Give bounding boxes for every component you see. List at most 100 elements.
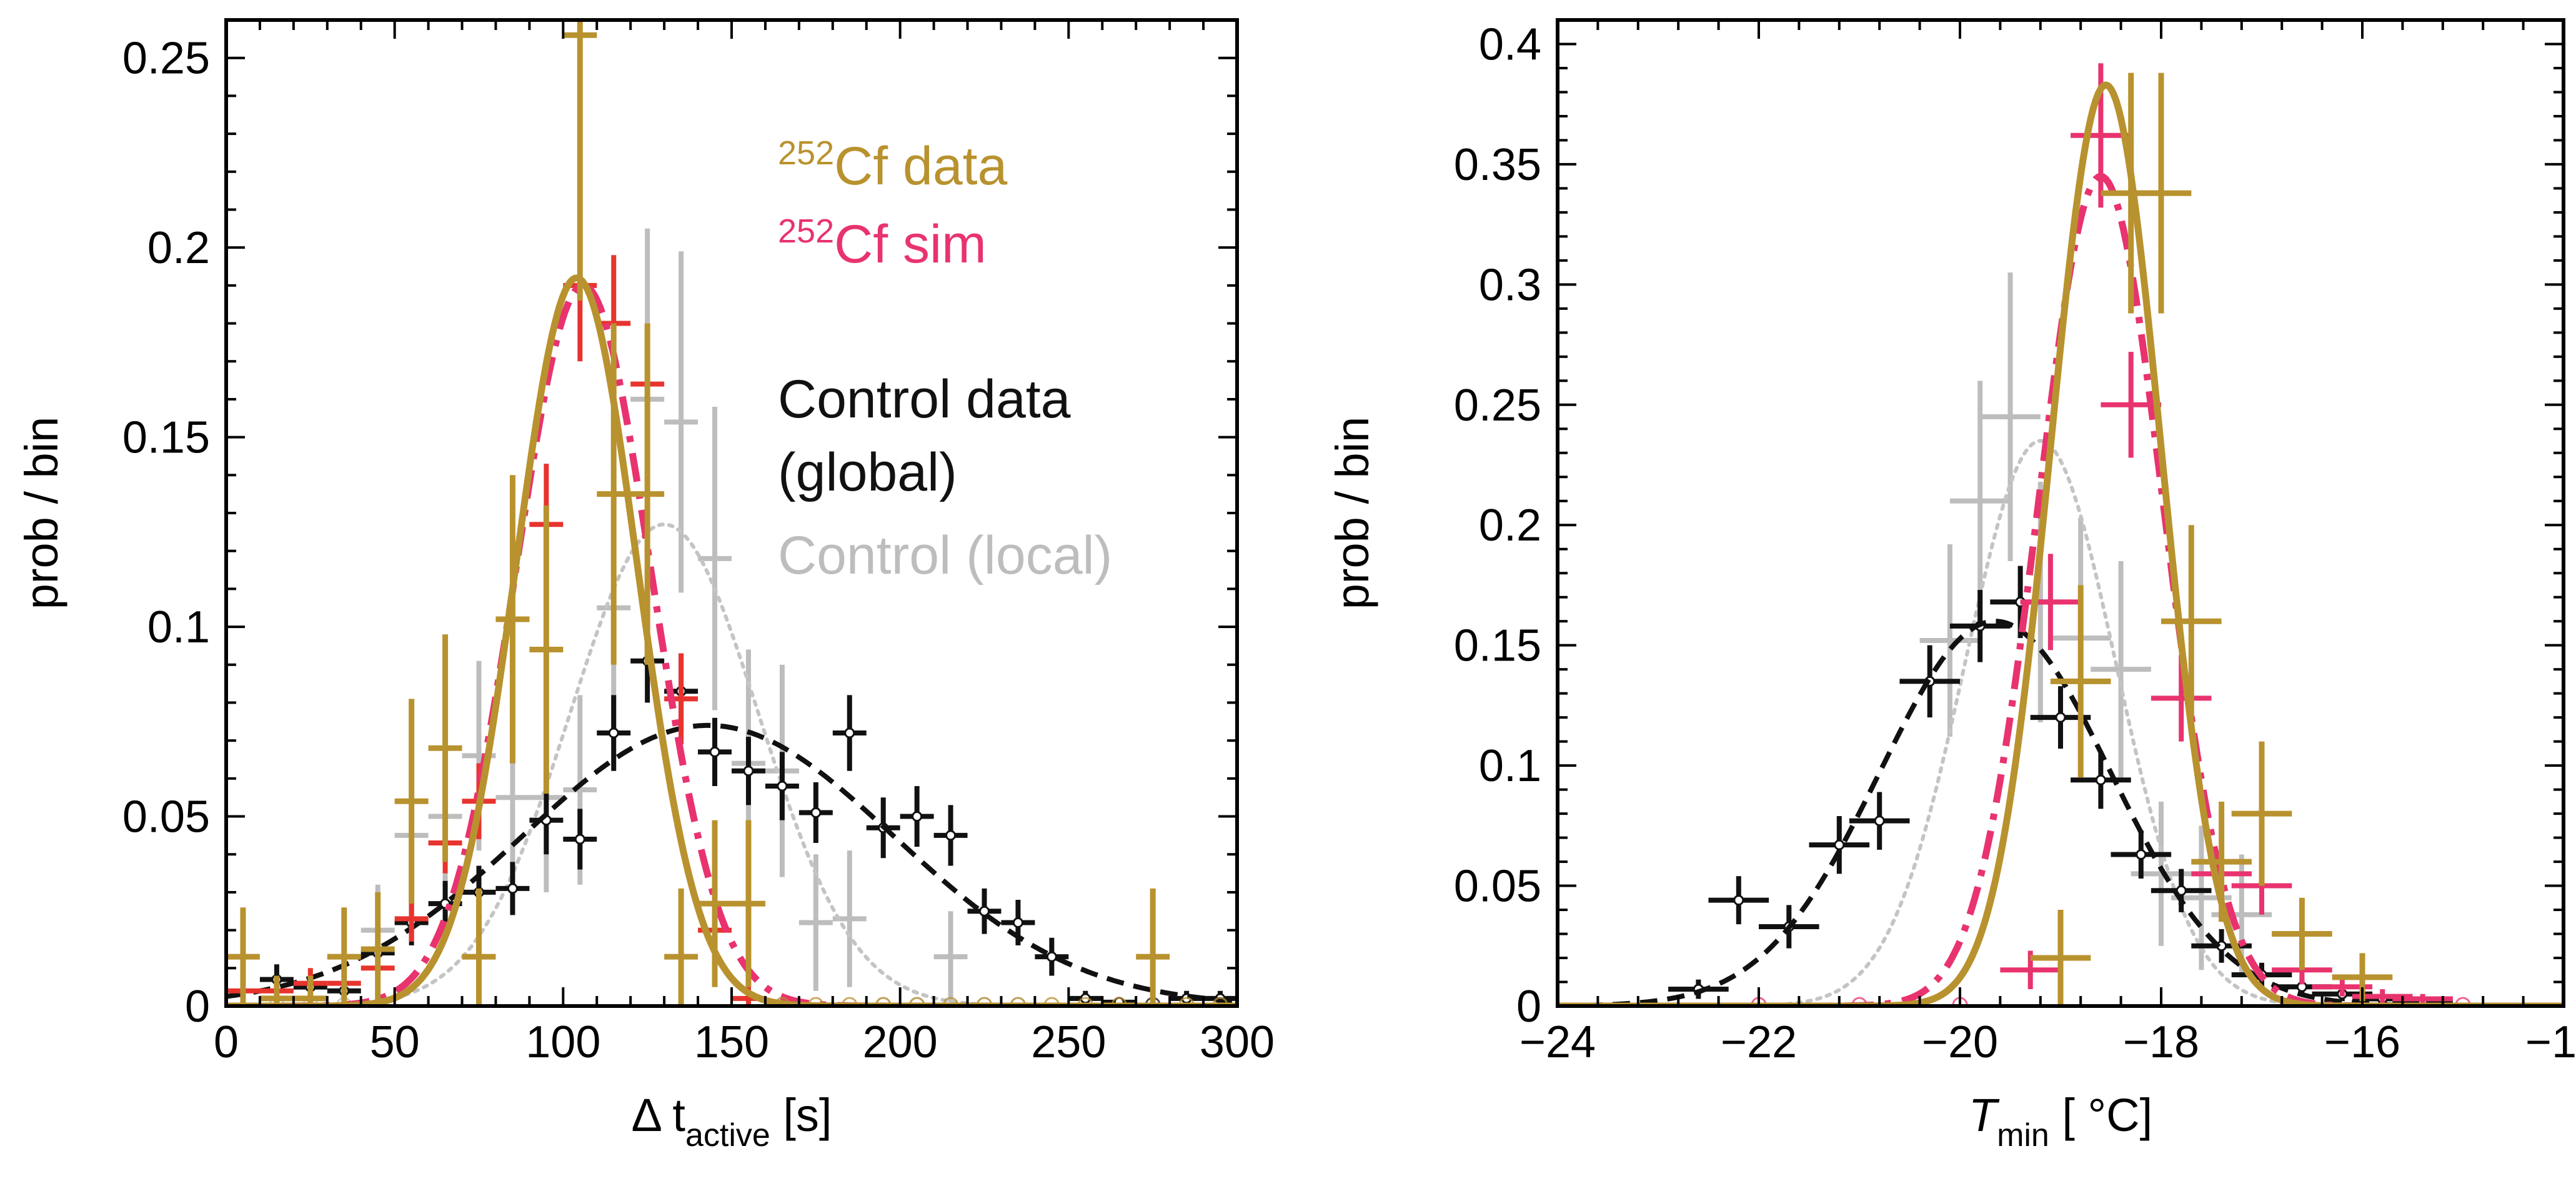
y-tick-label: 0.25 [122,34,210,84]
fit-curve-control-local-fit [1558,439,2564,1006]
data-point [361,892,395,1006]
panel-t-min: −24 −22 −20 −18 −16 −14 0 0.05 0.1 0.15 0.2 0.25 0.3… [1326,18,2576,1154]
x-tick-label: 50 [370,1017,420,1067]
data-point [900,785,934,847]
data-point [1809,815,1870,874]
plot-area [1558,63,2564,1006]
x-tick-label: −18 [2123,1017,2199,1067]
y-tick-label: 0.35 [1454,140,1541,190]
y-tick-label: 0.15 [1454,621,1541,671]
y-tick-label: 0.1 [1479,741,1541,791]
series-control-local-fit [1558,439,2564,1006]
y-tick-label: 0.1 [147,602,210,652]
legend-entry-control-local: Control (local) [778,526,1112,586]
y-tick-label: 0.3 [1479,260,1541,310]
series-control-global-fit [226,722,1237,1004]
x-axis-subscript: min [1997,1117,2049,1154]
y-axis-label: prob / bin [16,417,67,610]
data-point [2091,561,2151,778]
series-252cf-sim [1751,63,2471,1006]
x-tick-label: 200 [863,1017,938,1067]
point-marker [810,807,822,818]
panel-delta-t-active: 0 50 100 150 200 250 300 0 0.05 0.1 0.15 0.2 0.25 pro… [16,18,1275,1154]
y-tick-label: 0.2 [147,223,210,273]
data-point [798,782,833,844]
point-marker [979,905,990,917]
x-tick-label: 0 [214,1017,239,1067]
data-point [428,634,462,862]
data-point [462,888,496,1006]
data-point [259,975,294,1006]
x-tick-label: −14 [2525,1017,2576,1067]
data-point [563,809,597,870]
data-point [664,888,699,1006]
point-marker [1012,917,1023,928]
point-marker [608,727,619,739]
legend-label: Control (local) [778,526,1112,586]
x-axis-symbol: Δ t [632,1089,686,1141]
legend-label: Cf data [834,136,1007,196]
y-tick-label: 0.2 [1479,501,1541,551]
data-point [327,907,361,1006]
data-point [2030,910,2091,1006]
legend-superscript: 252 [778,134,834,172]
data-point [1849,792,1910,850]
x-tick-label: 250 [1031,1017,1106,1067]
point-marker [574,834,585,845]
tick-labels: 0 50 100 150 200 250 300 0 0.05 0.1 0.15 0.2 0.25 [122,34,1275,1067]
x-tick-label: 100 [525,1017,600,1067]
legend-entry-global: (global) [778,442,957,502]
tick-labels: −24 −22 −20 −18 −16 −14 0 0.05 0.1 0.15 0.2 0.25 0.3… [1454,19,2576,1067]
point-marker [2095,774,2106,785]
data-point [732,820,765,987]
data-point [832,695,867,771]
data-point [597,695,631,771]
x-tick-label: −20 [1922,1017,1998,1067]
legend-entry-control-data: Control data [778,369,1071,429]
series-252cf-sim-fit [1558,172,2564,1006]
legend-entry-252-cf-sim: 252Cf sim [778,212,987,274]
data-point [2272,897,2332,970]
x-tick-label: 300 [1200,1017,1275,1067]
x-tick-label: −24 [1519,1017,1596,1067]
data-point [765,752,799,820]
y-tick-label: 0 [185,982,210,1032]
y-tick-label: 0.25 [1454,381,1541,431]
x-axis-subscript: active [685,1117,770,1154]
legend-label: (global) [778,442,957,502]
x-tick-label: 150 [694,1017,769,1067]
fit-curve-252cf-data-fit [1558,81,2564,1006]
data-point [664,251,699,593]
point-marker [945,830,957,841]
legend-label: Control data [778,369,1071,429]
data-point [1708,876,1769,925]
legend-label: Cf sim [834,214,987,274]
x-axis-symbol: T [1969,1089,2000,1141]
data-point [2050,585,2111,778]
y-tick-label: 0.05 [1454,862,1541,912]
data-point [798,854,833,991]
data-point [495,475,530,764]
data-point [1949,381,2011,622]
data-point [698,820,732,987]
legend-entry-252-cf-data: 252Cf data [778,134,1008,196]
ticks [225,19,1238,1007]
data-point [933,805,968,866]
y-tick-label: 0.4 [1479,19,1541,69]
fit-curve-252cf-sim-fit [1558,172,2564,1006]
series-252cf-data-fit [1558,81,2564,1006]
data-point [1980,272,2041,561]
data-point [1035,937,1069,976]
data-point [2161,525,2222,718]
y-tick-label: 0.05 [122,792,210,842]
point-marker [844,727,855,739]
legend-superscript: 252 [778,212,834,250]
data-point [529,505,564,794]
point-marker [507,883,518,894]
x-axis-unit: [s] [770,1089,832,1141]
fit-curve-control-global-fit [226,722,1237,1004]
data-point [2111,830,2172,879]
x-axis-unit: [ °C] [2049,1089,2152,1141]
plot-area [226,20,1237,1006]
